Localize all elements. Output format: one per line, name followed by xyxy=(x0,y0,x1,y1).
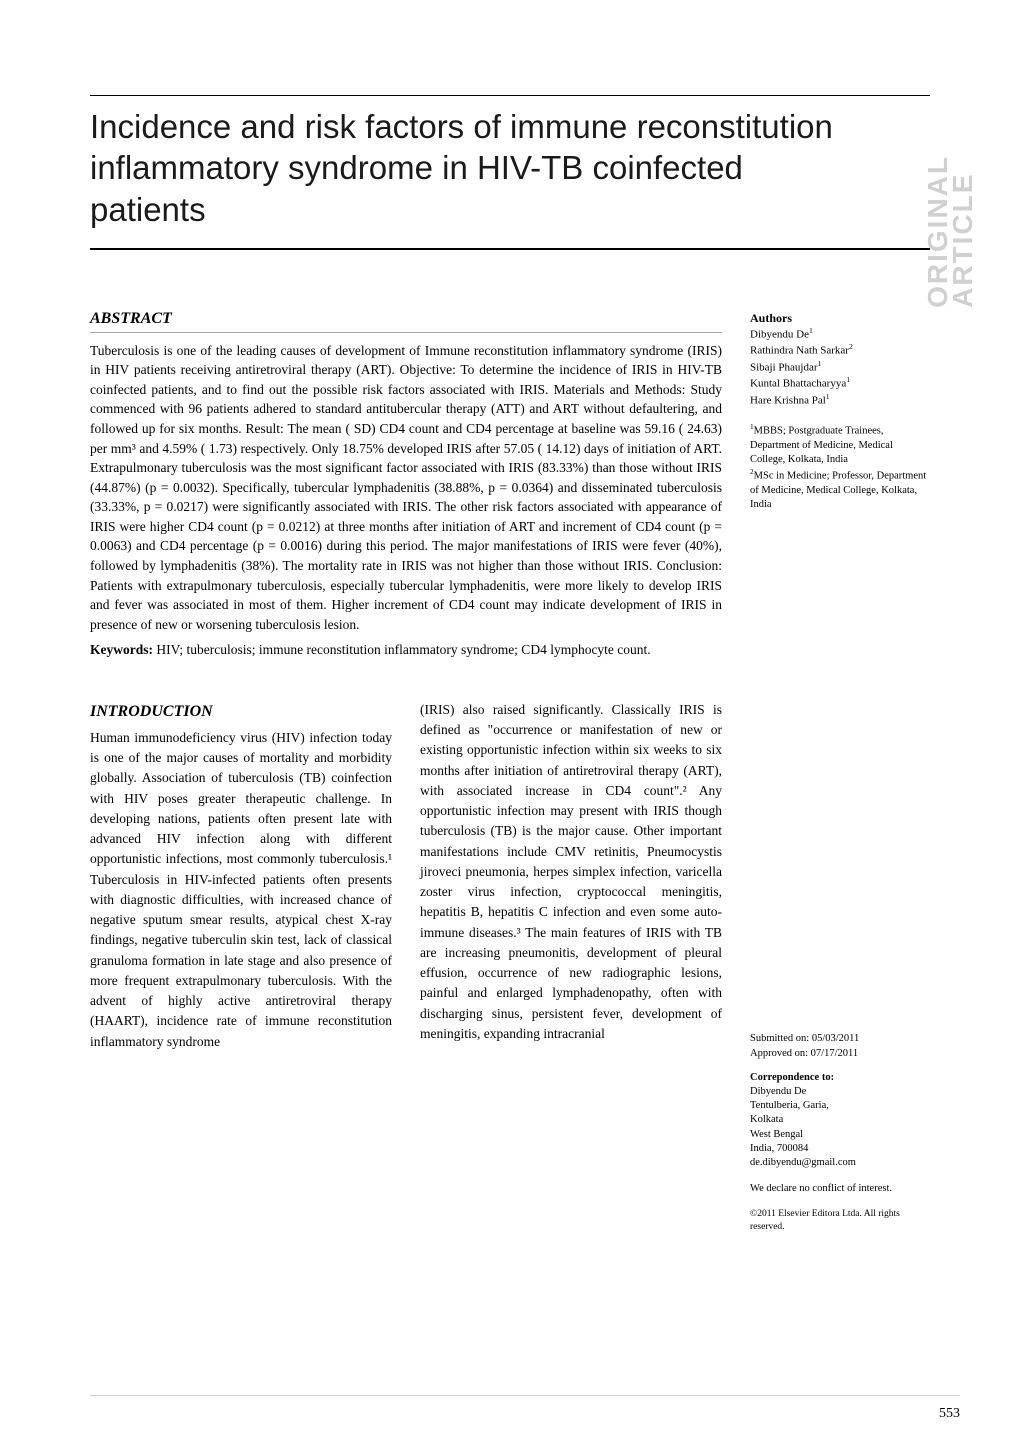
sidebar-column: Authors Dibyendu De1 Rathindra Nath Sark… xyxy=(750,310,930,1234)
authors-heading: Authors xyxy=(750,310,930,326)
correspondence-line-5: India, 700084 xyxy=(750,1142,930,1156)
author-5-name: Hare Krishna Pal xyxy=(750,395,826,407)
correspondence-heading: Correpondence to: xyxy=(750,1071,930,1085)
author-2-name: Rathindra Nath Sarkar xyxy=(750,345,849,357)
correspondence-line-1: Dibyendu De xyxy=(750,1085,930,1099)
copyright-statement: ©2011 Elsevier Editora Ltda. All rights … xyxy=(750,1208,930,1234)
author-4-sup: 1 xyxy=(846,375,850,384)
author-4-name: Kuntal Bhattacharyya xyxy=(750,378,846,390)
author-3-sup: 1 xyxy=(818,359,822,368)
author-1-sup: 1 xyxy=(809,326,813,335)
correspondence-line-3: Kolkata xyxy=(750,1113,930,1127)
intro-two-columns: INTRODUCTION Human immunodeficiency viru… xyxy=(90,700,722,1052)
introduction-heading: INTRODUCTION xyxy=(90,700,392,724)
author-1-name: Dibyendu De xyxy=(750,329,809,341)
author-4: Kuntal Bhattacharyya1 xyxy=(750,375,930,392)
correspondence-line-2: Tentulberia, Garia, xyxy=(750,1099,930,1113)
affiliation-1: 1MBBS; Postgraduate Trainees, Department… xyxy=(750,422,930,467)
footer-rule xyxy=(90,1395,960,1396)
author-2: Rathindra Nath Sarkar2 xyxy=(750,342,930,359)
conflict-statement: We declare no conflict of interest. xyxy=(750,1182,930,1196)
author-2-sup: 2 xyxy=(849,342,853,351)
affil-1-text: MBBS; Postgraduate Trainees, Department … xyxy=(750,426,893,465)
content-wrap: ABSTRACT Tuberculosis is one of the lead… xyxy=(90,310,930,1234)
abstract-rule xyxy=(90,332,722,333)
article-type-label: ORIGINAL ARTICLE xyxy=(925,155,975,308)
page-number: 553 xyxy=(939,1406,960,1422)
main-column: ABSTRACT Tuberculosis is one of the lead… xyxy=(90,310,722,1234)
article-title: Incidence and risk factors of immune rec… xyxy=(90,96,850,230)
keywords-label: Keywords: xyxy=(90,642,153,657)
approved-date: Approved on: 07/17/2011 xyxy=(750,1047,930,1061)
author-5: Hare Krishna Pal1 xyxy=(750,392,930,409)
intro-text-col1: Human immunodeficiency virus (HIV) infec… xyxy=(90,728,392,1052)
author-1: Dibyendu De1 xyxy=(750,326,930,343)
author-3-name: Sibaji Phaujdar xyxy=(750,362,818,374)
intro-col-1: INTRODUCTION Human immunodeficiency viru… xyxy=(90,700,392,1052)
submitted-date: Submitted on: 05/03/2011 xyxy=(750,1032,930,1046)
title-block: Incidence and risk factors of immune rec… xyxy=(90,95,930,250)
side-label-line2: ARTICLE xyxy=(947,173,978,308)
intro-col-2: (IRIS) also raised significantly. Classi… xyxy=(420,700,722,1052)
affiliation-2: 2MSc in Medicine; Professor, Department … xyxy=(750,467,930,512)
keywords-text: HIV; tuberculosis; immune reconstitution… xyxy=(153,642,651,657)
correspondence-line-4: West Bengal xyxy=(750,1128,930,1142)
abstract-heading: ABSTRACT xyxy=(90,310,722,328)
intro-text-col2: (IRIS) also raised significantly. Classi… xyxy=(420,700,722,1044)
author-3: Sibaji Phaujdar1 xyxy=(750,359,930,376)
sidebar-spacer xyxy=(750,512,930,1032)
abstract-body: Tuberculosis is one of the leading cause… xyxy=(90,341,722,634)
correspondence-email: de.dibyendu@gmail.com xyxy=(750,1156,930,1170)
keywords: Keywords: HIV; tuberculosis; immune reco… xyxy=(90,640,722,660)
affil-2-text: MSc in Medicine; Professor, Department o… xyxy=(750,471,926,510)
author-5-sup: 1 xyxy=(826,392,830,401)
